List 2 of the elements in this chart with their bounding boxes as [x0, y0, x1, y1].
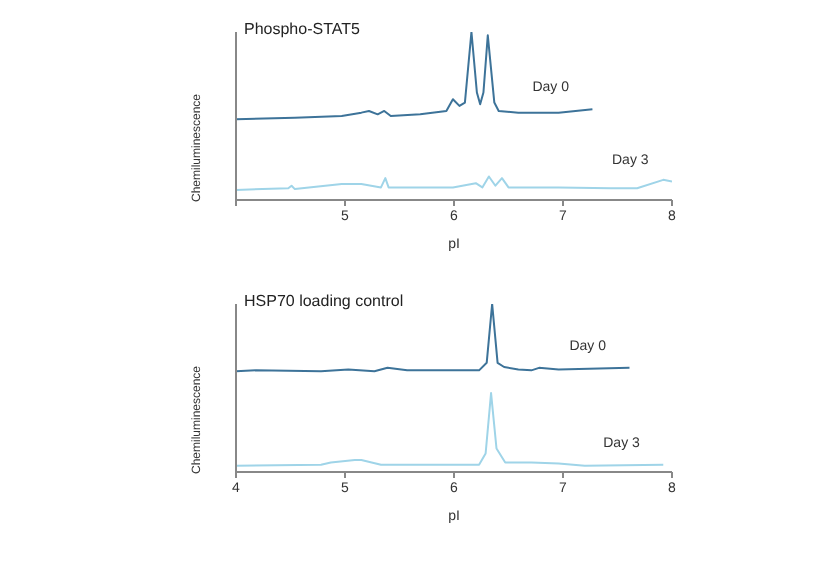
chart-title: HSP70 loading control	[244, 292, 404, 310]
chart-title: Phospho-STAT5	[244, 20, 360, 38]
